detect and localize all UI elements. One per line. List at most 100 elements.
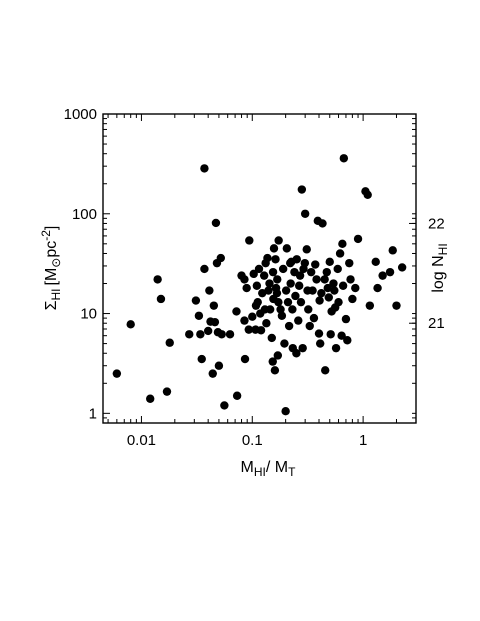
data-point (242, 283, 251, 293)
y2-axis-label: log NHI (430, 243, 450, 292)
data-point (216, 253, 225, 263)
data-point (345, 258, 354, 268)
data-point (274, 236, 283, 245)
data-point (185, 330, 194, 339)
data-point (397, 263, 407, 272)
data-point (321, 366, 330, 375)
data-point (297, 185, 307, 194)
x-tick-label: 1 (359, 432, 367, 449)
data-point (351, 283, 360, 293)
data-point (203, 326, 213, 336)
data-point (373, 283, 382, 293)
data-point (220, 401, 229, 410)
y-tick-label: 100 (72, 206, 97, 223)
data-point (196, 330, 205, 339)
data-point (348, 294, 357, 304)
data-point (292, 255, 301, 264)
data-point (302, 245, 311, 254)
data-point (269, 244, 279, 253)
data-point (282, 244, 292, 253)
data-point (288, 305, 297, 314)
data-point (205, 286, 214, 295)
data-point (264, 286, 273, 295)
data-point (267, 333, 276, 343)
y2-tick-label: 22 (428, 215, 445, 232)
data-point (335, 249, 345, 258)
data-point (326, 330, 335, 339)
data-point (315, 296, 324, 305)
data-point (165, 338, 174, 347)
data-point (271, 255, 280, 264)
data-point (324, 293, 333, 302)
data-point (378, 271, 387, 280)
data-point (322, 267, 331, 277)
data-point (259, 271, 269, 280)
data-point (306, 267, 316, 277)
data-point (210, 317, 220, 327)
data-point (244, 325, 253, 334)
data-point (341, 314, 351, 324)
data-point (281, 407, 290, 416)
data-point (197, 354, 206, 364)
x-tick-label: 0.01 (127, 432, 156, 449)
data-point (273, 275, 282, 284)
data-point (343, 336, 352, 345)
data-point (296, 297, 306, 307)
data-point (253, 297, 262, 307)
data-point (325, 257, 334, 267)
data-point (353, 234, 363, 244)
data-point (304, 305, 313, 314)
plot-frame (102, 113, 417, 424)
y2-tick-label: 21 (428, 315, 445, 332)
data-point (214, 361, 224, 370)
data-point (270, 366, 280, 375)
data-point (112, 369, 122, 378)
data-point (323, 283, 332, 293)
data-point (254, 264, 264, 274)
y-tick-label: 10 (80, 306, 97, 323)
data-point (225, 330, 235, 339)
data-point (365, 301, 375, 310)
data-point (298, 343, 307, 353)
data-point (252, 281, 262, 290)
data-point (268, 357, 277, 366)
data-point (209, 301, 219, 310)
x-tick-label: 0.1 (242, 432, 263, 449)
data-point (245, 236, 254, 245)
data-point (273, 351, 283, 360)
data-point (249, 269, 258, 279)
data-point (232, 307, 241, 316)
data-point (314, 329, 324, 338)
data-point (232, 391, 242, 400)
data-point (280, 339, 289, 348)
data-point (276, 305, 285, 314)
data-point (305, 321, 314, 331)
data-point (211, 218, 221, 228)
data-point (126, 320, 135, 329)
data-point (283, 297, 293, 307)
data-point (256, 326, 266, 335)
data-point (338, 281, 348, 290)
data-point (363, 190, 372, 199)
data-point (194, 311, 204, 320)
data-point (200, 164, 209, 173)
data-point (308, 286, 317, 295)
data-point (240, 354, 250, 364)
data-point (385, 267, 395, 277)
data-point (300, 258, 310, 268)
data-point (295, 271, 305, 280)
data-point (240, 316, 249, 325)
data-point (337, 331, 346, 340)
data-point (294, 316, 303, 325)
data-point (339, 154, 349, 163)
data-point (317, 288, 326, 298)
data-point (309, 313, 319, 323)
data-point (294, 281, 304, 290)
data-point (146, 394, 155, 403)
axes: 0.01 0.1 1 1 10 100 1000 21 22 (64, 106, 445, 449)
data-point (268, 267, 278, 277)
data-point (312, 275, 321, 284)
data-point (248, 312, 257, 321)
data-point (200, 264, 209, 274)
